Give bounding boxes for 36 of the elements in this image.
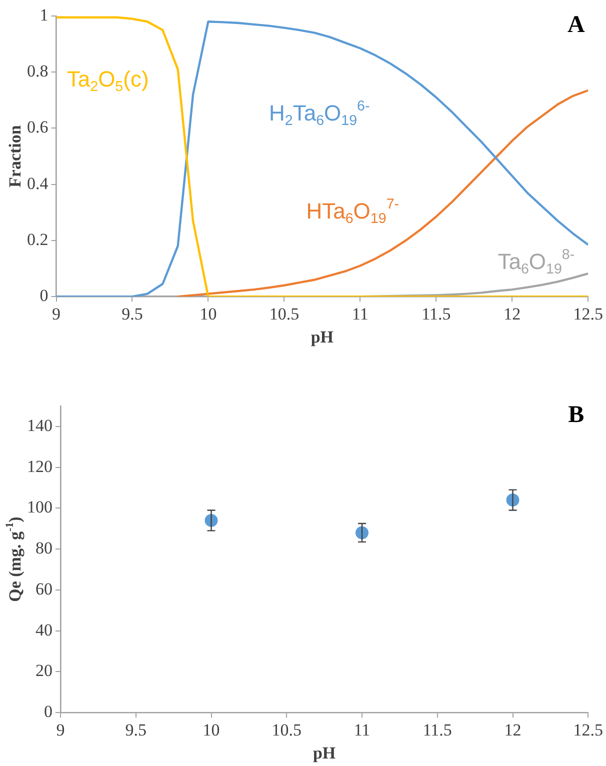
- x-tick-label: 10: [200, 304, 217, 324]
- x-tick-label: 11.5: [422, 720, 452, 740]
- y-tick-label: 0.6: [27, 118, 48, 137]
- x-tick-label: 11: [352, 304, 368, 324]
- x-tick-label: 12.5: [573, 304, 603, 324]
- y-tick-label: 60: [36, 579, 52, 598]
- x-tick-label: 10: [202, 720, 220, 740]
- x-tick-label: 11.5: [422, 304, 451, 324]
- x-tick-label: 10.5: [269, 304, 300, 324]
- y-tick-label: 0: [40, 286, 48, 306]
- x-axis-title: pH: [312, 743, 336, 762]
- x-tick-label: 9: [56, 720, 65, 740]
- y-tick-label: 1: [40, 5, 48, 24]
- annotation: A: [567, 12, 586, 38]
- y-tick-label: 0.4: [27, 174, 49, 193]
- x-tick-label: 12.5: [573, 720, 603, 740]
- y-tick-label: 0: [44, 702, 52, 722]
- x-tick-label: 12: [504, 304, 521, 324]
- y-tick-label: 120: [27, 456, 52, 476]
- y-axis-title: Qe (mg. g-1): [4, 516, 24, 602]
- y-tick-label: 0.8: [27, 62, 48, 81]
- x-tick-label: 9.5: [125, 720, 146, 740]
- x-tick-label: 10.5: [272, 720, 302, 740]
- y-tick-label: 140: [27, 416, 52, 435]
- annotation: B: [568, 402, 584, 428]
- x-axis-title: pH: [310, 327, 334, 346]
- y-tick-label: 40: [36, 620, 52, 640]
- x-tick-label: 9.5: [122, 304, 143, 324]
- y-tick-label: 0.2: [27, 230, 48, 249]
- x-tick-label: 12: [504, 720, 522, 740]
- x-tick-label: 9: [52, 304, 60, 324]
- y-tick-label: 80: [36, 538, 52, 558]
- x-tick-label: 11: [354, 720, 370, 740]
- y-tick-label: 100: [27, 498, 52, 517]
- y-axis-title: Fraction: [5, 124, 24, 188]
- y-tick-label: 20: [36, 661, 52, 680]
